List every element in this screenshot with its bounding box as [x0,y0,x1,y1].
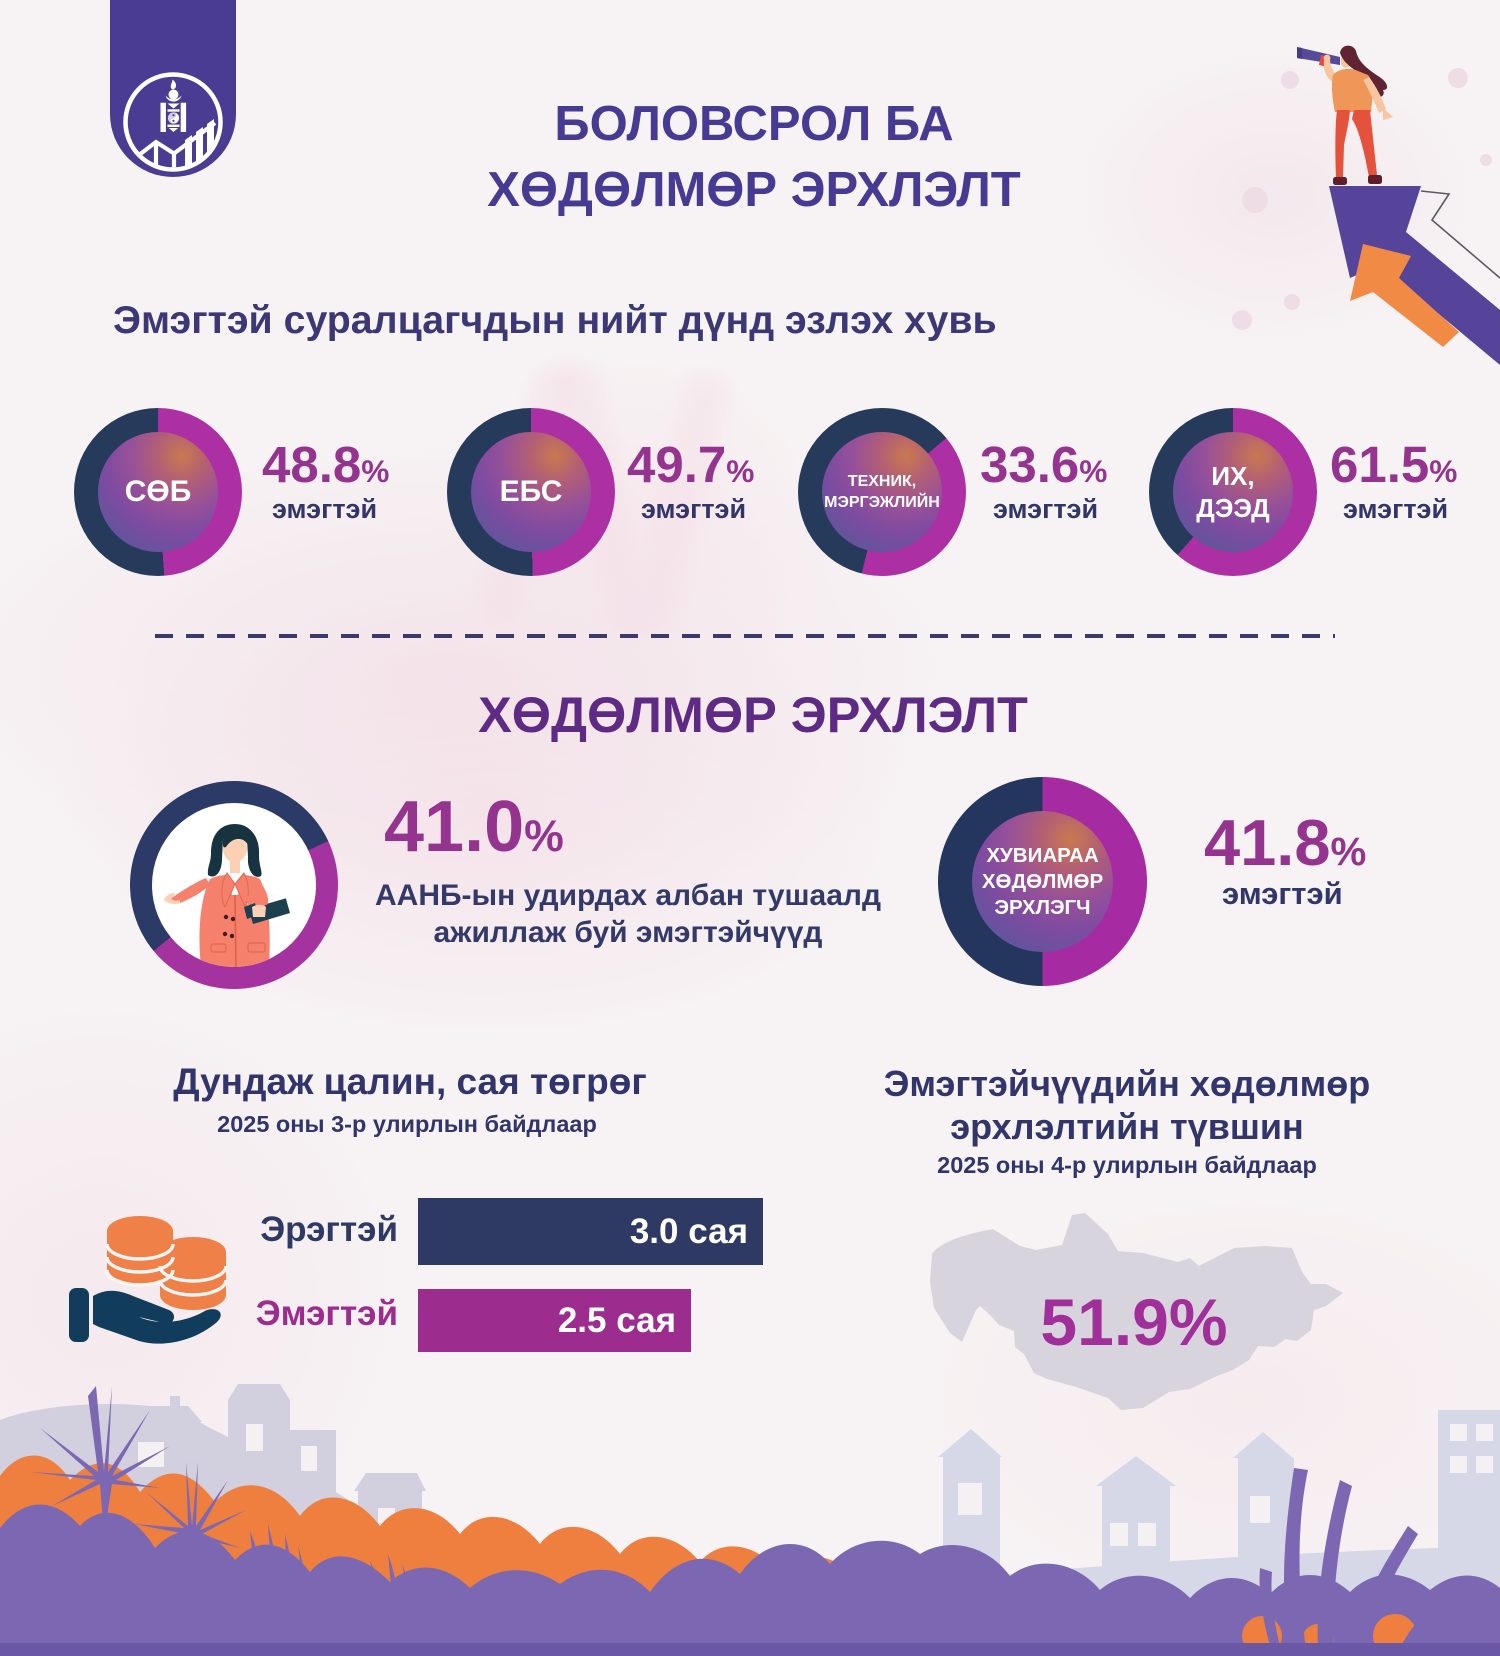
svg-text:51.9%: 51.9% [1040,1285,1227,1359]
